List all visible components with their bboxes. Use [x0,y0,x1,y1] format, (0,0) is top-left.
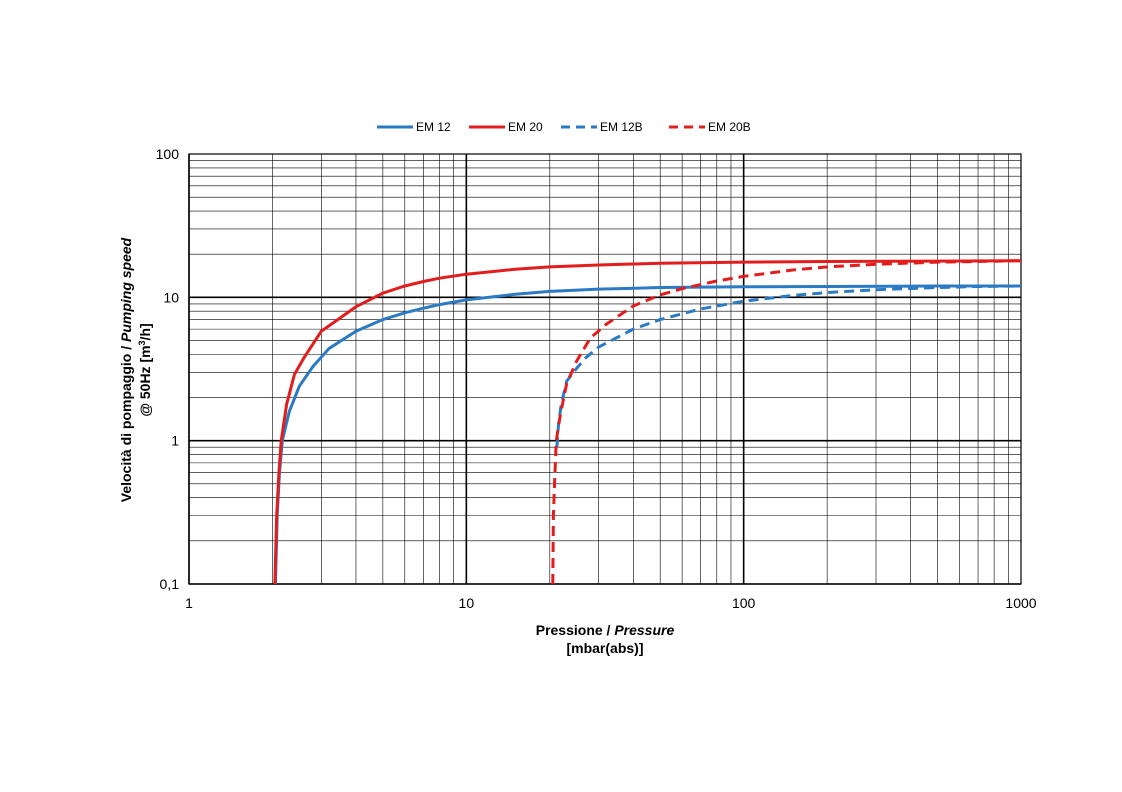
x-tick-label: 10 [459,595,475,611]
y-axis-title-units-sup: 3 [137,340,147,345]
y-axis-title: Velocità di pompaggio / Pumping speed [118,237,134,502]
legend-label: EM 12 [416,120,451,134]
x-axis-ticks: 1 10 100 1000 [185,595,1037,611]
y-axis-ticks: 0,1 1 10 100 [156,146,180,592]
x-axis-title-italic: Pressure [614,622,674,638]
series-group [273,259,1022,585]
series-line-em-20b [551,259,1022,585]
y-tick-label: 10 [163,289,179,305]
y-axis-title-units: @ 50Hz [m3/h] [137,323,153,416]
legend: EM 12 EM 20 EM 12B EM 20B [377,120,751,134]
legend-label: EM 20B [708,120,751,134]
y-tick-label: 0,1 [160,576,180,592]
x-tick-label: 1000 [1005,595,1036,611]
x-tick-label: 100 [732,595,756,611]
series-line-em-12b [555,284,1022,448]
x-axis-title: Pressione / Pressure [536,622,675,638]
y-axis-title-italic: Pumping speed [118,237,134,342]
y-tick-label: 1 [171,433,179,449]
x-tick-label: 1 [185,595,193,611]
series-line-em-20 [273,259,1022,585]
y-axis-title-group: Velocità di pompaggio / Pumping speed @ … [118,237,153,502]
x-axis-title-units: [mbar(abs)] [566,640,643,656]
y-axis-title-main: Velocità di pompaggio / [118,342,134,502]
series-line-em-12 [273,284,1021,585]
y-axis-title-units-post: /h] [137,323,153,340]
plot-area [188,153,1022,585]
legend-label: EM 12B [600,120,643,134]
x-axis-title-main: Pressione / [536,622,615,638]
grid [188,154,1021,585]
y-axis-title-units-pre: @ 50Hz [m [137,345,153,416]
y-tick-label: 100 [156,146,180,162]
legend-label: EM 20 [508,120,543,134]
